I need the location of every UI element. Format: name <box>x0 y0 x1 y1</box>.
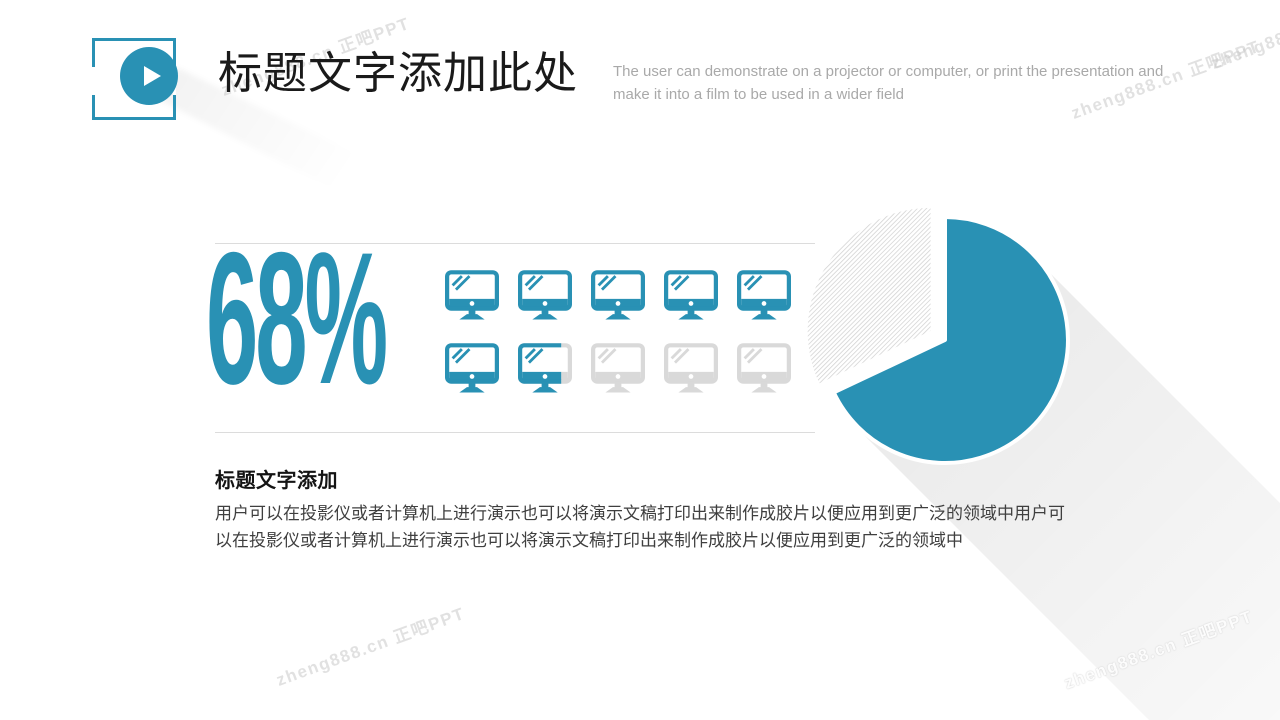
play-icon <box>120 47 178 105</box>
monitor-icon <box>591 343 645 394</box>
icon-long-shadow <box>150 68 420 215</box>
badge-border-gap <box>92 67 95 95</box>
pie-slice <box>807 207 931 384</box>
slide-subtitle: The user can demonstrate on a projector … <box>613 63 1164 104</box>
pie-slice <box>831 215 1070 465</box>
monitor-icon <box>664 343 718 394</box>
divider-top <box>215 243 815 244</box>
divider-bottom <box>215 432 815 433</box>
monitor-icon: > <box>445 343 499 394</box>
play-triangle-icon <box>144 66 161 86</box>
play-badge-icon <box>92 38 178 120</box>
monitor-icon <box>737 343 791 394</box>
slide-title: 标题文字添加此处 <box>218 49 578 98</box>
monitor-icon: > <box>664 270 718 321</box>
pie-chart <box>807 207 1070 465</box>
monitor-icon: > <box>445 270 499 321</box>
monitor-icon: > <box>518 270 572 321</box>
stat-percent-value: 68% <box>206 213 388 423</box>
section-heading: 标题文字添加 <box>215 470 338 492</box>
monitor-icon: > <box>591 270 645 321</box>
section-body: 用户可以在投影仪或者计算机上进行演示也可以将演示文稿打印出来制作成胶片以便应用到… <box>215 504 1065 551</box>
monitor-pictograph: > > > > > > > <box>445 270 810 398</box>
monitor-icon: > <box>518 343 572 394</box>
monitor-icon: > <box>737 270 791 321</box>
